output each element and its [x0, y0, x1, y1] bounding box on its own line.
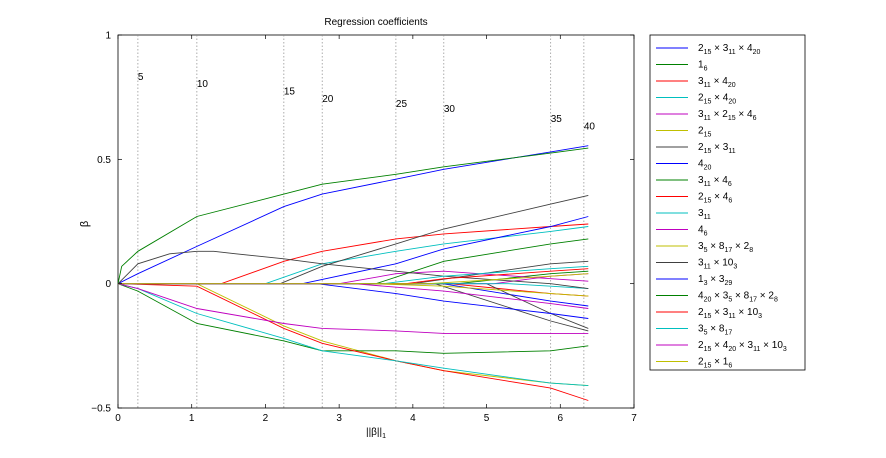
series-line — [118, 283, 589, 319]
y-tick-label: −0.5 — [91, 404, 111, 415]
legend-entry: 13 × 329 — [698, 274, 732, 287]
step-marker-label: 35 — [551, 114, 563, 125]
series-line — [117, 283, 589, 334]
y-tick-label: 0 — [105, 279, 111, 290]
x-tick-label: 7 — [631, 413, 637, 424]
legend-items: 215 × 311 × 420 16 311 × 420 215 × 420 311 ×… — [656, 43, 787, 370]
x-axis-label: ||β||1 — [366, 427, 386, 440]
legend-entry: 215 × 311 × 103 — [698, 307, 762, 320]
step-marker-label: 25 — [396, 99, 408, 110]
series-line — [117, 145, 589, 285]
x-axis-label-main: ||β|| — [366, 427, 382, 438]
axis-ticks: 0 1 2 3 4 5 6 7 1 0.5 0 −0.5 — [91, 31, 637, 425]
x-tick-label: 5 — [484, 413, 490, 424]
x-tick-label: 1 — [189, 413, 195, 424]
legend-entry: 311 × 103 — [698, 258, 737, 271]
axes-box — [117, 34, 635, 409]
y-tick-label: 1 — [105, 31, 111, 42]
legend-entry: 215 × 311 — [698, 142, 736, 155]
step-marker-label: 30 — [444, 104, 456, 115]
legend-entry: 311 × 215 × 46 — [698, 109, 757, 122]
legend-entry: 16 — [698, 60, 708, 73]
legend-entry: 420 × 35 × 817 × 28 — [698, 291, 778, 304]
legend-entry: 311 — [698, 208, 711, 221]
series-line — [118, 273, 589, 285]
step-markers: 5 10 15 20 25 30 35 40 — [137, 35, 596, 408]
series-line — [117, 283, 589, 401]
series-line — [118, 283, 589, 387]
step-marker-label: 5 — [138, 72, 144, 83]
y-axis-label: β — [79, 221, 91, 227]
x-tick-label: 4 — [410, 413, 416, 424]
legend-entry: 215 × 420 × 311 × 103 — [698, 340, 787, 353]
legend-entry: 215 × 311 × 420 — [698, 43, 760, 56]
legend-entry: 215 × 46 — [698, 192, 732, 205]
series-line — [118, 194, 589, 285]
step-marker-label: 15 — [284, 87, 296, 98]
series-lines — [117, 145, 589, 401]
legend-entry: 215 — [698, 126, 711, 139]
series-line — [117, 283, 589, 354]
series-line-unlabeled — [118, 283, 589, 307]
plot-area: 5 10 15 20 25 30 35 40 0 1 2 3 4 5 6 7 1 0.5 0 −0.5 — [91, 31, 637, 425]
step-marker-label: 40 — [584, 121, 596, 132]
x-tick-label: 6 — [558, 413, 564, 424]
series-line — [117, 147, 589, 284]
legend-entry: 215 × 16 — [698, 357, 732, 370]
legend: 215 × 311 × 420 16 311 × 420 215 × 420 311 ×… — [649, 34, 806, 371]
chart-title: Regression coefficients — [324, 17, 427, 28]
legend-entry: 311 × 420 — [698, 76, 736, 89]
legend-entry: 215 × 420 — [698, 93, 736, 106]
series-line — [118, 226, 589, 285]
legend-entry: 311 × 46 — [698, 175, 732, 188]
x-tick-label: 0 — [115, 413, 121, 424]
legend-box — [649, 34, 806, 371]
legend-entry: 420 — [698, 159, 711, 172]
x-tick-label: 3 — [336, 413, 342, 424]
series-line — [118, 223, 589, 285]
step-marker-label: 20 — [322, 94, 334, 105]
legend-entry: 35 × 817 — [698, 324, 732, 337]
series-line — [117, 283, 589, 387]
x-axis-label-subscript: 1 — [382, 433, 386, 440]
legend-entry: 35 × 817 × 28 — [698, 241, 753, 254]
y-tick-label: 0.5 — [97, 155, 111, 166]
x-tick-label: 2 — [263, 413, 269, 424]
step-marker-label: 10 — [197, 79, 209, 90]
series-line-unlabeled — [118, 273, 589, 285]
legend-entry: 46 — [698, 225, 708, 238]
